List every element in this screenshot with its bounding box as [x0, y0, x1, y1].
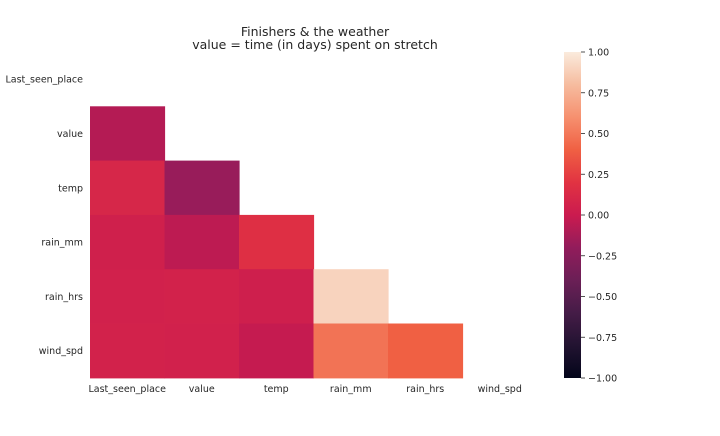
heatmap-cell-temp-value — [164, 160, 240, 216]
row-label-temp: temp — [58, 183, 83, 194]
column-label-wind_spd: wind_spd — [478, 384, 522, 395]
colorbar-tick-label: 0.50 — [588, 129, 609, 140]
colorbar-tick-label: −0.25 — [588, 251, 617, 262]
heatmap-cell-wind_spd-temp — [239, 323, 315, 379]
colorbar-tick-label: −0.75 — [588, 333, 617, 344]
chart-subtitle: value = time (in days) spent on stretch — [192, 37, 438, 52]
colorbar-tick-label: −1.00 — [588, 374, 617, 385]
column-label-value: value — [189, 384, 215, 395]
heatmap-cell-rain_hrs-value — [164, 269, 240, 325]
column-label-rain_mm: rain_mm — [330, 384, 372, 395]
colorbar-tick-label: −0.50 — [588, 292, 617, 303]
colorbar-ticks: 1.00 0.75 0.50 0.25 0.00 −0.25 −0.50 −0.75 −1.00 — [581, 48, 617, 385]
heatmap-cells — [90, 106, 464, 379]
heatmap-cell-wind_spd-rain_hrs — [388, 323, 464, 379]
heatmap-cell-rain_mm-temp — [239, 214, 315, 270]
heatmap-cell-rain_mm-value — [164, 214, 240, 270]
colorbar-tick-label: 1.00 — [588, 48, 609, 59]
column-label-Last_seen_place: Last_seen_place — [88, 384, 166, 395]
colorbar-tick-label: 0.75 — [588, 88, 609, 99]
heatmap-cell-wind_spd-Last_seen_place — [90, 323, 166, 379]
column-label-rain_hrs: rain_hrs — [406, 384, 444, 395]
colorbar — [564, 52, 581, 378]
heatmap-cell-rain_hrs-rain_mm — [313, 269, 389, 325]
column-labels: Last_seen_place value temp rain_mm rain_hrs w… — [88, 384, 521, 395]
row-label-wind_spd: wind_spd — [39, 346, 83, 357]
heatmap-cell-temp-Last_seen_place — [90, 160, 166, 216]
row-label-Last_seen_place: Last_seen_place — [5, 75, 83, 86]
row-label-rain_hrs: rain_hrs — [45, 292, 83, 303]
heatmap-cell-wind_spd-rain_mm — [313, 323, 389, 379]
row-label-rain_mm: rain_mm — [41, 238, 83, 249]
colorbar-tick-label: 0.25 — [588, 170, 609, 181]
heatmap-cell-rain_hrs-temp — [239, 269, 315, 325]
heatmap-cell-rain_hrs-Last_seen_place — [90, 269, 166, 325]
heatmap-cell-value-Last_seen_place — [90, 106, 166, 162]
colorbar-tick-label: 0.00 — [588, 211, 609, 222]
heatmap-cell-wind_spd-value — [164, 323, 240, 379]
row-label-value: value — [57, 129, 83, 140]
heatmap-cell-rain_mm-Last_seen_place — [90, 214, 166, 270]
chart-title: Finishers & the weather — [240, 24, 390, 39]
column-label-temp: temp — [264, 384, 289, 395]
